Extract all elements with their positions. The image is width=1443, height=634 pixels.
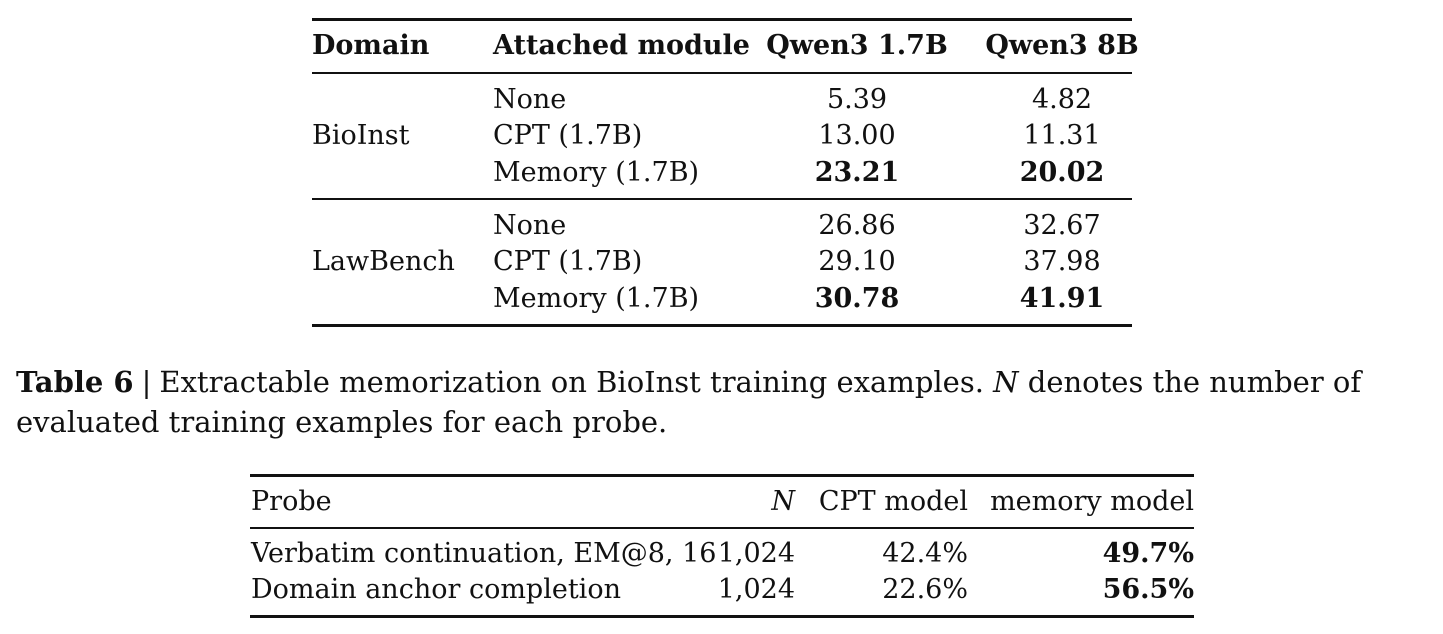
header-rule <box>312 72 1132 74</box>
table-cell-qwen3-8b: 11.31 <box>1023 120 1101 151</box>
table-cell-cpt: 42.4% <box>882 538 968 569</box>
table-cell-qwen3-8b: 4.82 <box>1031 84 1093 115</box>
caption-text-continued: denotes the number of evaluated training… <box>16 365 1362 439</box>
table-cell-memory-best: 56.5% <box>1102 574 1194 605</box>
header-probe: Probe <box>251 486 332 517</box>
table-cell-memory-best: 49.7% <box>1102 538 1194 569</box>
table-row-module: CPT (1.7B) <box>493 246 643 277</box>
bottom-rule <box>312 324 1132 327</box>
table-row-probe: Domain anchor completion <box>251 574 621 605</box>
header-memory-model: memory model <box>990 486 1194 517</box>
table-row-module: CPT (1.7B) <box>493 120 643 151</box>
table-cell-qwen3-1-7b-best: 23.21 <box>814 157 900 188</box>
caption-separator: | <box>141 365 152 399</box>
table-row-module: Memory (1.7B) <box>493 283 700 314</box>
table-cell-qwen3-8b-best: 41.91 <box>1019 283 1105 314</box>
header-attached-module: Attached module <box>493 30 750 61</box>
header-rule <box>250 527 1194 529</box>
domain-bioinst: BioInst <box>312 120 410 151</box>
caption-n-symbol: N <box>993 365 1019 399</box>
table-cell-qwen3-1-7b: 5.39 <box>826 84 888 115</box>
caption-text: Extractable memorization on BioInst trai… <box>159 365 984 399</box>
table-cell-n: 1,024 <box>717 574 795 605</box>
table-row-probe: Verbatim continuation, EM@8, 16 <box>251 538 717 569</box>
table-cell-qwen3-8b-best: 20.02 <box>1019 157 1105 188</box>
table-cell-qwen3-1-7b-best: 30.78 <box>814 283 900 314</box>
table-row-module: None <box>493 210 567 241</box>
table-caption: Table 6 | Extractable memorization on BioI… <box>16 362 1436 442</box>
top-rule <box>312 18 1132 21</box>
header-n: N <box>771 486 795 517</box>
header-qwen3-1-7b: Qwen3 1.7B <box>766 30 948 61</box>
caption-label: Table 6 <box>16 365 134 399</box>
table-cell-cpt: 22.6% <box>882 574 968 605</box>
table-row-module: None <box>493 84 567 115</box>
table-cell-qwen3-1-7b: 13.00 <box>818 120 896 151</box>
table-row-module: Memory (1.7B) <box>493 157 700 188</box>
table-cell-n: 1,024 <box>717 538 795 569</box>
group-rule <box>312 198 1132 200</box>
header-cpt-model: CPT model <box>818 486 968 517</box>
domain-lawbench: LawBench <box>312 246 455 277</box>
header-qwen3-8b: Qwen3 8B <box>985 30 1139 61</box>
bottom-rule <box>250 615 1194 618</box>
table-cell-qwen3-1-7b: 26.86 <box>818 210 896 241</box>
table-cell-qwen3-8b: 37.98 <box>1023 246 1101 277</box>
top-rule <box>250 474 1194 477</box>
table-cell-qwen3-8b: 32.67 <box>1023 210 1101 241</box>
table-cell-qwen3-1-7b: 29.10 <box>818 246 896 277</box>
header-domain: Domain <box>312 30 430 61</box>
